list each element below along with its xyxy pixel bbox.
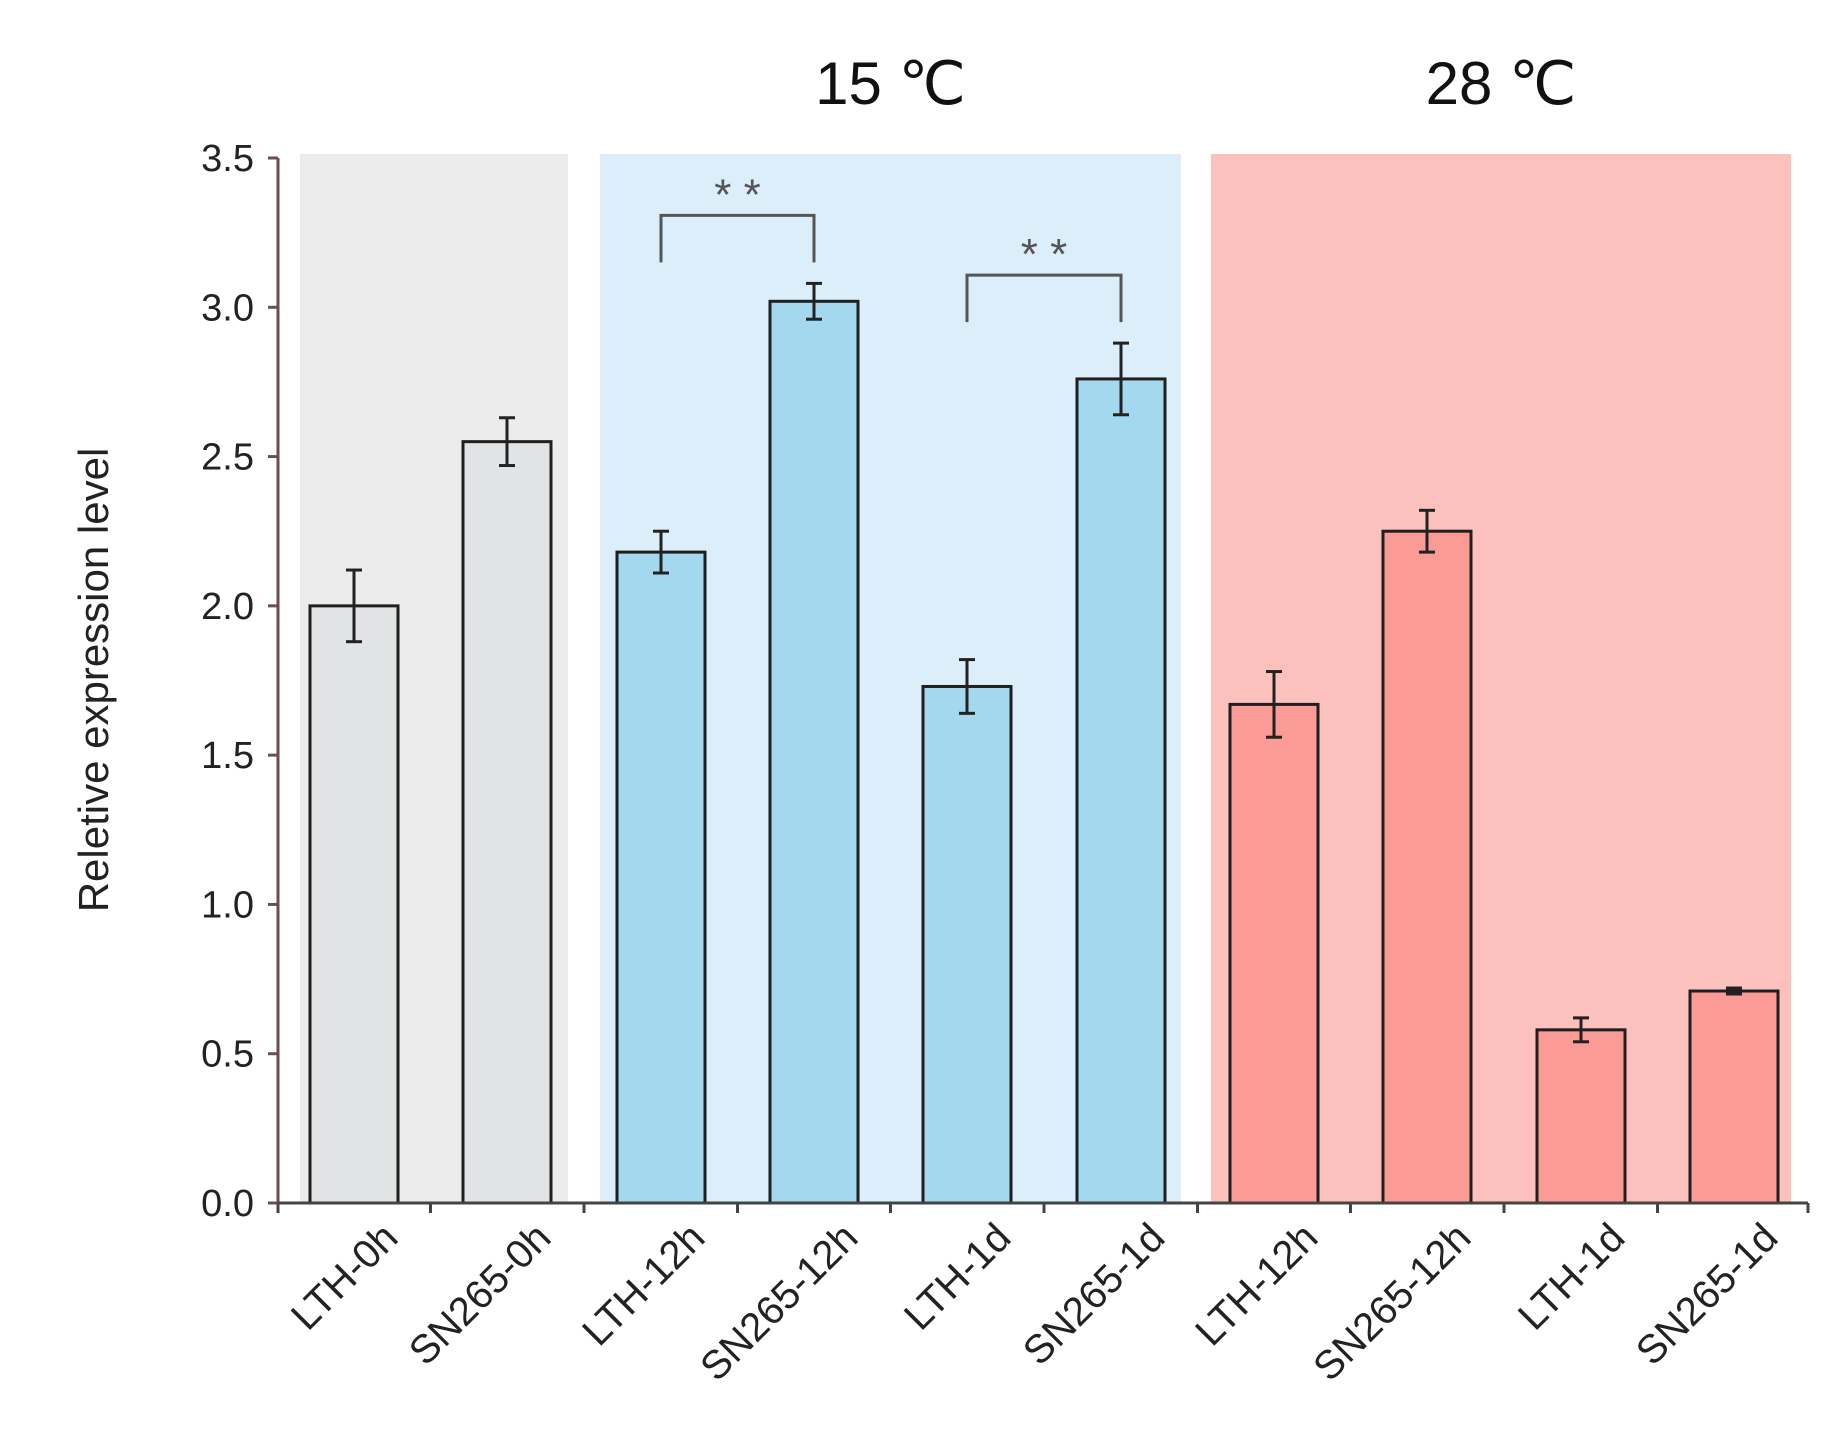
bar-sn265-12h xyxy=(1381,529,1473,1205)
bar-lth-1d xyxy=(921,684,1013,1205)
error-bar xyxy=(959,658,975,715)
y-tick-label: 3.5 xyxy=(201,138,254,180)
error-bar xyxy=(806,281,822,321)
y-tick-label: 0.5 xyxy=(201,1034,254,1076)
significance-label: * * xyxy=(714,170,760,219)
y-tick-label: 2.5 xyxy=(201,437,254,479)
error-bar xyxy=(653,529,669,575)
bar-sn265-12h xyxy=(768,299,860,1205)
error-bars xyxy=(346,281,1742,1044)
x-category-label: SN265-1d xyxy=(1015,1215,1173,1373)
x-category-label: LTH-0h xyxy=(283,1215,406,1338)
x-category-label: SN265-1d xyxy=(1628,1215,1786,1373)
y-tick-label: 3.0 xyxy=(201,287,254,329)
axes xyxy=(268,156,1810,1213)
x-category-label: LTH-12h xyxy=(574,1215,713,1354)
error-bar xyxy=(1266,670,1282,739)
error-bar xyxy=(1419,508,1435,554)
significance-bracket-1: * * xyxy=(659,170,816,263)
x-category-label: LTH-1d xyxy=(1510,1215,1633,1338)
y-tick-label: 0.0 xyxy=(201,1183,254,1225)
y-tick-label: 2.0 xyxy=(201,586,254,628)
x-category-label: SN265-0h xyxy=(401,1215,559,1373)
x-category-label: LTH-1d xyxy=(896,1215,1019,1338)
error-bar xyxy=(499,416,515,468)
bar-lth-1d xyxy=(1535,1028,1627,1205)
bars xyxy=(308,299,1780,1205)
y-axis-label: Reletive expression level xyxy=(70,448,117,913)
error-bar xyxy=(1113,341,1129,417)
x-category-label: SN265-12h xyxy=(1305,1215,1479,1389)
bar-lth-12h xyxy=(1228,702,1320,1205)
x-category-label: SN265-12h xyxy=(692,1215,866,1389)
bar-sn265-1d xyxy=(1688,989,1780,1205)
significance-bracket-2: * * xyxy=(965,230,1123,323)
group-title-2: 15 ℃ xyxy=(815,50,966,117)
significance-brackets: * * * * xyxy=(659,170,1123,323)
significance-label: * * xyxy=(1021,230,1067,279)
error-bar xyxy=(346,568,362,644)
bar-sn265-1d xyxy=(1075,377,1167,1205)
error-bar xyxy=(1726,986,1742,996)
y-tick-label: 1.5 xyxy=(201,735,254,777)
bar-lth-12h xyxy=(615,550,707,1205)
group-title-3: 28 ℃ xyxy=(1426,50,1577,117)
x-category-label: LTH-12h xyxy=(1187,1215,1326,1354)
bar-lth-0h xyxy=(308,604,400,1205)
bar-sn265-0h xyxy=(461,440,553,1205)
error-bar xyxy=(1573,1016,1589,1044)
y-tick-label: 1.0 xyxy=(201,884,254,926)
